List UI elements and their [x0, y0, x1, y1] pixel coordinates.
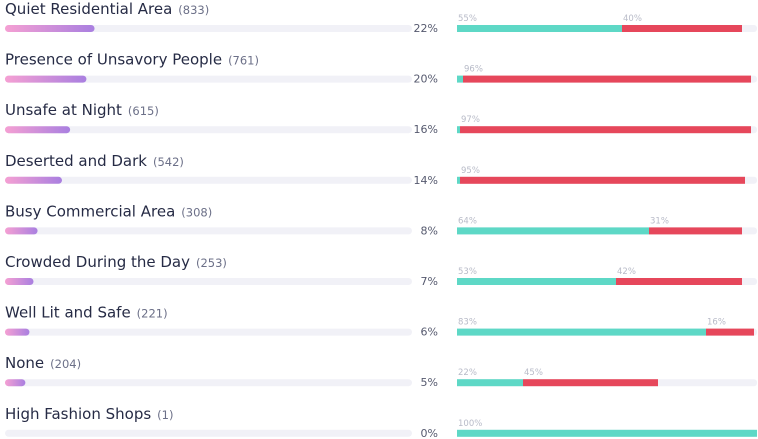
- share-track: [5, 126, 412, 134]
- share-label: 16%: [414, 123, 438, 136]
- segment-label: 83%: [458, 318, 477, 328]
- split-segment: [523, 379, 658, 387]
- segment-label: 55%: [458, 14, 477, 24]
- share-track: [5, 379, 412, 387]
- split-segment: [649, 227, 742, 235]
- count: (221): [137, 307, 168, 321]
- row-label: Unsafe at Night (615): [5, 101, 159, 119]
- split-segment: [457, 75, 463, 83]
- share-label: 7%: [421, 275, 438, 288]
- segment-label: 96%: [464, 65, 483, 75]
- label: Unsafe at Night: [5, 101, 122, 119]
- segment-label: 31%: [650, 216, 669, 226]
- share-track: [5, 25, 412, 32]
- segment-label: 95%: [461, 166, 480, 176]
- row-label: Quiet Residential Area (833): [5, 0, 209, 18]
- count: (761): [228, 54, 259, 68]
- share-bar: [5, 379, 26, 387]
- split-segment: [463, 75, 751, 83]
- row-label: High Fashion Shops (1): [5, 405, 173, 423]
- share-track: [5, 227, 412, 235]
- segment-label: 53%: [458, 267, 477, 277]
- share-bar: [5, 176, 62, 184]
- row-label: Well Lit and Safe (221): [5, 304, 168, 322]
- share-label: 8%: [421, 224, 438, 237]
- row-label: Deserted and Dark (542): [5, 152, 184, 170]
- split-segment: [460, 176, 745, 184]
- split-segment: [616, 278, 742, 285]
- split-segment: [457, 25, 622, 32]
- split-segment: [622, 25, 742, 32]
- count: (204): [50, 357, 81, 371]
- count: (615): [128, 104, 159, 118]
- share-label: 5%: [421, 376, 438, 389]
- segment-label: 97%: [461, 115, 480, 125]
- label: Busy Commercial Area: [5, 202, 175, 220]
- share-bar: [5, 227, 38, 235]
- count: (253): [196, 256, 227, 270]
- count: (833): [178, 3, 209, 17]
- share-bar: [5, 328, 30, 336]
- label: Crowded During the Day: [5, 253, 190, 271]
- segment-label: 100%: [458, 419, 482, 429]
- split-segment: [457, 227, 649, 235]
- split-segment: [706, 328, 754, 336]
- label: Presence of Unsavory People: [5, 51, 222, 69]
- split-segment: [460, 126, 751, 134]
- row-label: Presence of Unsavory People (761): [5, 51, 259, 69]
- share-track: [5, 328, 412, 336]
- share-bar: [5, 25, 95, 32]
- share-bar: [5, 278, 34, 285]
- split-segment: [457, 278, 616, 285]
- share-track: [5, 278, 412, 285]
- split-segment: [457, 379, 523, 387]
- share-track: [5, 176, 412, 184]
- label: Deserted and Dark: [5, 152, 147, 170]
- row-label: Busy Commercial Area (308): [5, 202, 212, 220]
- count: (542): [153, 155, 184, 169]
- segment-label: 40%: [623, 14, 642, 24]
- count: (308): [181, 205, 212, 219]
- share-bar: [5, 126, 71, 134]
- segment-label: 22%: [458, 368, 477, 378]
- split-segment: [457, 328, 706, 336]
- segment-label: 42%: [617, 267, 636, 277]
- share-track: [5, 75, 412, 83]
- row-label: None (204): [5, 354, 81, 372]
- split-segment: [457, 126, 460, 134]
- share-track: [5, 429, 412, 437]
- label: Well Lit and Safe: [5, 304, 131, 322]
- count: (1): [157, 408, 173, 422]
- segment-label: 64%: [458, 216, 477, 226]
- split-segment: [457, 176, 460, 184]
- row-label: Crowded During the Day (253): [5, 253, 227, 271]
- split-segment: [457, 429, 757, 437]
- share-label: 14%: [414, 174, 438, 187]
- label: Quiet Residential Area: [5, 0, 172, 18]
- share-label: 20%: [414, 73, 438, 86]
- segment-label: 16%: [707, 318, 726, 328]
- share-label: 22%: [414, 22, 438, 35]
- segment-label: 45%: [524, 368, 543, 378]
- label: High Fashion Shops: [5, 405, 151, 423]
- label: None: [5, 354, 44, 372]
- share-label: 0%: [421, 427, 438, 439]
- share-bar: [5, 75, 87, 83]
- share-label: 6%: [421, 326, 438, 339]
